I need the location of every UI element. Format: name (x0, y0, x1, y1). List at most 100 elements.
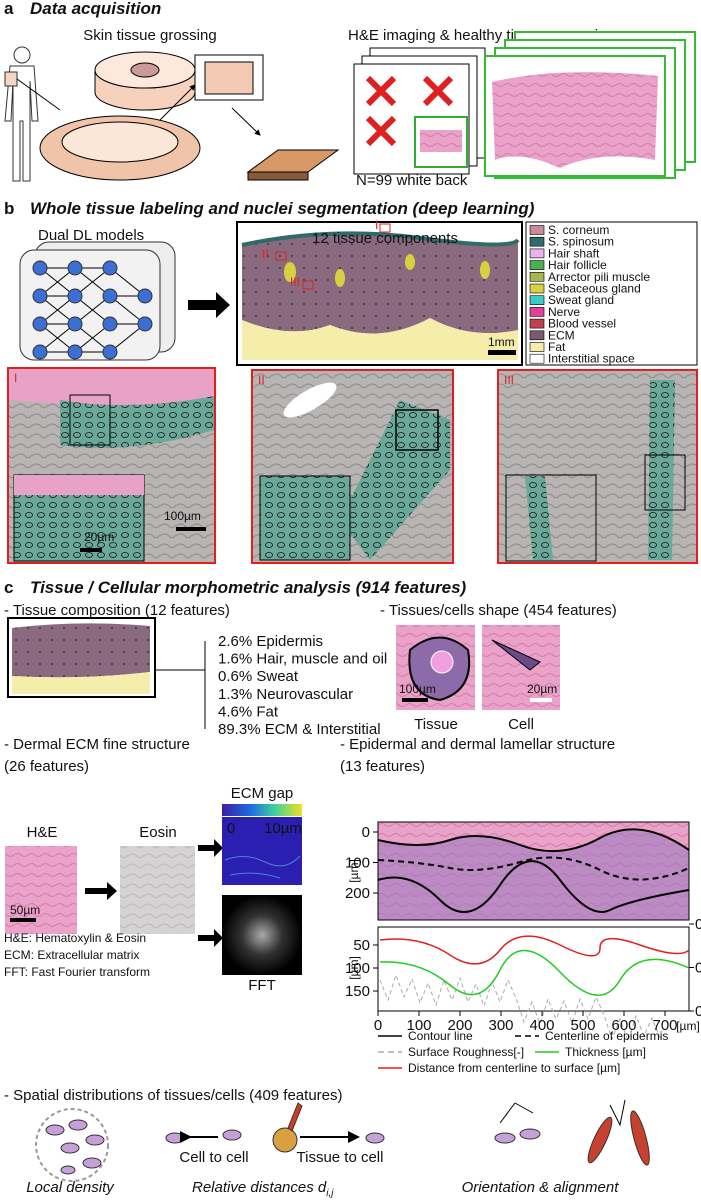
label: Cell to cell (179, 1149, 248, 1166)
legend-swatch (529, 225, 545, 235)
label: Dual DL models (38, 227, 144, 244)
legend-swatch (529, 353, 545, 364)
grossing-illustration (39, 51, 340, 181)
section-heading: (26 features) (4, 758, 89, 775)
x-tick-label: 500 (570, 1017, 595, 1034)
section-heading: - Tissues/cells shape (454 features) (380, 602, 617, 619)
legend-label: Sebaceous gland (548, 282, 641, 296)
label: Tissue (414, 716, 458, 733)
x-tick-label: 600 (611, 1017, 636, 1034)
abbreviations: H&E: Hematoxylin & Eosin ECM: Extracellul… (4, 931, 150, 979)
label: Orientation & alignment (462, 1179, 620, 1196)
panel-title: Whole tissue labeling and nuclei segment… (30, 199, 535, 218)
scale-label: 20µm (84, 530, 114, 544)
composition-item: 0.6% Sweat (218, 668, 299, 685)
inset-label: II (258, 373, 265, 387)
legend-swatch (529, 271, 545, 282)
label-subscript: i,j (326, 1188, 334, 1199)
panel-title: Data acquisition (30, 0, 161, 18)
label: Relative distances di,j (192, 1179, 334, 1199)
legend-swatch (529, 307, 545, 317)
arrow (188, 292, 230, 318)
ecm-images (5, 804, 302, 975)
composition-item: 1.6% Hair, muscle and oil (218, 651, 387, 668)
person-icon (4, 46, 39, 182)
section-heading: - Dermal ECM fine structure (4, 736, 190, 753)
scale-label: 20µm (527, 682, 557, 696)
legend-label: Sweat gland (548, 293, 614, 307)
section-heading: (13 features) (340, 758, 425, 775)
segmentation-map (236, 221, 523, 366)
y2-tick-label: 0 (695, 1003, 701, 1020)
scale-label: 100µm (164, 509, 201, 523)
legend-label: Thickness [µm] (565, 1045, 646, 1059)
panel-letter: c (4, 578, 13, 597)
inset-III (497, 369, 698, 564)
roi-label: III (290, 275, 300, 289)
label: Tissue to cell (297, 1149, 384, 1166)
panel-title: Tissue / Cellular morphometric analysis … (30, 578, 467, 597)
label: FFT (248, 977, 276, 994)
panel-letter: b (4, 199, 14, 218)
connector (16, 78, 61, 111)
scale-label: 100µm (399, 682, 436, 696)
legend-label: Blood vessel (548, 317, 616, 331)
x-tick-label: 300 (488, 1017, 513, 1034)
label: N=99 white back (356, 172, 468, 189)
composition-item: 2.6% Epidermis (218, 633, 323, 650)
composition-map (7, 617, 206, 729)
label: Skin tissue grossing (83, 27, 216, 44)
legend-label: Distance from centerline to surface [µm] (408, 1061, 620, 1075)
spatial-icons (35, 1099, 650, 1182)
legend-label: Hair shaft (548, 246, 600, 260)
inset-label: III (504, 373, 514, 387)
colorbar-label: 0 (227, 820, 235, 837)
x-tick-label: 200 (447, 1017, 472, 1034)
section-heading: - Spatial distributions of tissues/cells… (4, 1087, 343, 1104)
y2-tick-label: 0.2 (695, 916, 701, 933)
legend-box (525, 221, 698, 366)
axis-label: [µm] (676, 1019, 700, 1033)
legend-label: Centerline of epidermis (545, 1029, 668, 1043)
label: 12 tissue components (312, 230, 458, 247)
screening-stack (353, 31, 696, 179)
legend-swatch (529, 330, 545, 341)
legend-label: Hair follicle (548, 258, 607, 272)
legend-label: Surface Roughness[-] (408, 1045, 524, 1059)
panel-letter: a (4, 0, 14, 18)
legend-swatch (529, 295, 545, 306)
legend-label: Contour line (408, 1029, 473, 1043)
legend-swatch (529, 236, 545, 247)
section-heading: - Tissue composition (12 features) (4, 602, 230, 619)
y-tick-label: 100 (345, 855, 370, 872)
inset-II (251, 369, 454, 564)
composition-item: 89.3% ECM & Interstitial (218, 721, 381, 738)
legend-label: S. spinosum (548, 235, 614, 249)
lamellar-plots (377, 821, 690, 1043)
axis-label: [µm] (347, 859, 361, 883)
roi-label: I (375, 218, 378, 232)
axis-ticks: 0 100 200 50 100 150 0.2 0.1 [-] 0 0 100 200 300 400 5… (345, 824, 701, 1034)
label: ECM gap (231, 785, 294, 802)
label: H&E (27, 824, 58, 841)
section-heading: - Epidermal and dermal lamellar structur… (340, 736, 615, 753)
network-icon (19, 241, 176, 361)
y-tick-label: 0 (362, 824, 370, 841)
legend-label: Nerve (548, 305, 580, 319)
x-tick-label: 100 (406, 1017, 431, 1034)
legend-label: S. corneum (548, 223, 609, 237)
label: Cell (508, 716, 534, 733)
legend-label: Arrector pili muscle (548, 270, 650, 284)
x-tick-label: 700 (652, 1017, 677, 1034)
legend-label: ECM (548, 328, 575, 342)
legend-swatch (529, 248, 545, 259)
y-tick-label: 50 (353, 937, 370, 954)
composition-item: 1.3% Neurovascular (218, 686, 353, 703)
inset-label: I (14, 371, 17, 385)
roi-label: II (262, 247, 269, 261)
legend-swatch (529, 342, 545, 352)
y-tick-label: 100 (345, 960, 370, 977)
